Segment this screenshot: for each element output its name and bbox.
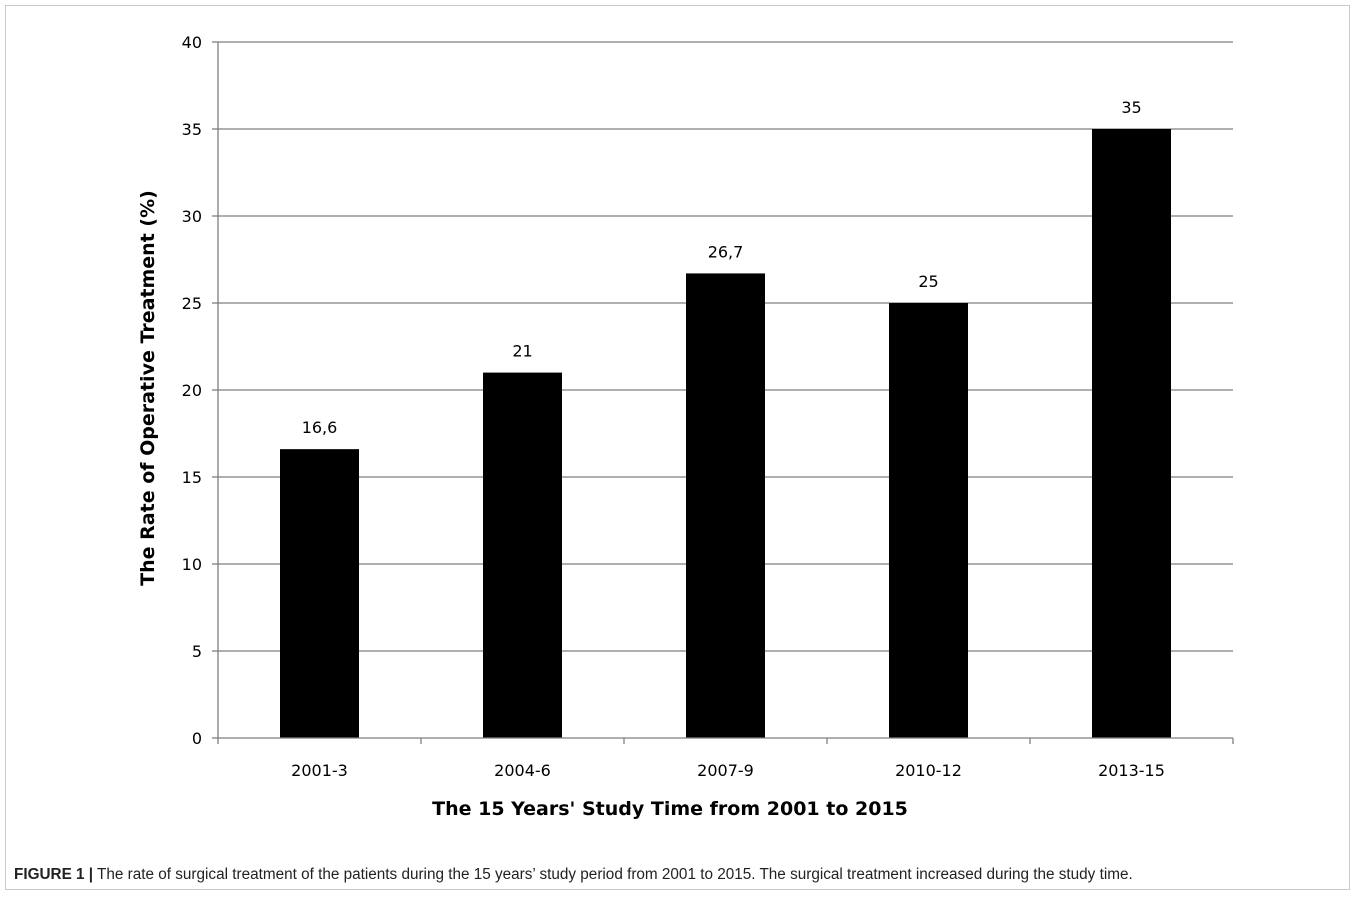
bar-2001-3: [280, 449, 359, 738]
y-tick-label: 15: [182, 468, 202, 487]
data-label: 16,6: [302, 418, 338, 437]
figure-caption: FIGURE 1 | The rate of surgical treatmen…: [14, 866, 1133, 884]
labels: 0 5 10 15 20 25 30 35 40 16,6 2001-3 21 2004-6 26,7 20…: [182, 33, 1165, 780]
x-tick-label: 2004-6: [494, 761, 551, 780]
y-tick-label: 40: [182, 33, 202, 52]
data-label: 26,7: [708, 242, 744, 261]
axes: [212, 41, 1234, 744]
bars: [280, 129, 1171, 738]
bar-2013-15: [1092, 129, 1171, 738]
caption-label: FIGURE 1 |: [14, 866, 94, 883]
bar-2010-12: [889, 303, 968, 738]
x-axis-title: The 15 Years' Study Time from 2001 to 20…: [432, 798, 908, 820]
y-tick-label: 25: [182, 294, 202, 313]
caption-text: The rate of surgical treatment of the pa…: [93, 866, 1133, 883]
y-tick-label: 30: [182, 207, 202, 226]
y-tick-label: 20: [182, 381, 202, 400]
x-tick-label: 2001-3: [291, 761, 348, 780]
bar-chart: 0 5 10 15 20 25 30 35 40 16,6 2001-3 21 2004-6 26,7 20…: [137, 33, 1234, 820]
y-tick-label: 35: [182, 120, 202, 139]
x-tick-label: 2010-12: [895, 761, 962, 780]
bar-2004-6: [483, 372, 562, 738]
y-tick-label: 5: [192, 642, 202, 661]
data-label: 25: [918, 272, 938, 291]
data-label: 35: [1121, 98, 1141, 117]
y-axis-title: The Rate of Operative Treatment (%): [137, 190, 159, 586]
y-tick-label: 10: [182, 555, 202, 574]
data-label: 21: [512, 342, 532, 361]
y-tick-label: 0: [192, 729, 202, 748]
x-tick-label: 2013-15: [1098, 761, 1165, 780]
x-tick-label: 2007-9: [697, 761, 754, 780]
bar-2007-9: [686, 273, 765, 738]
